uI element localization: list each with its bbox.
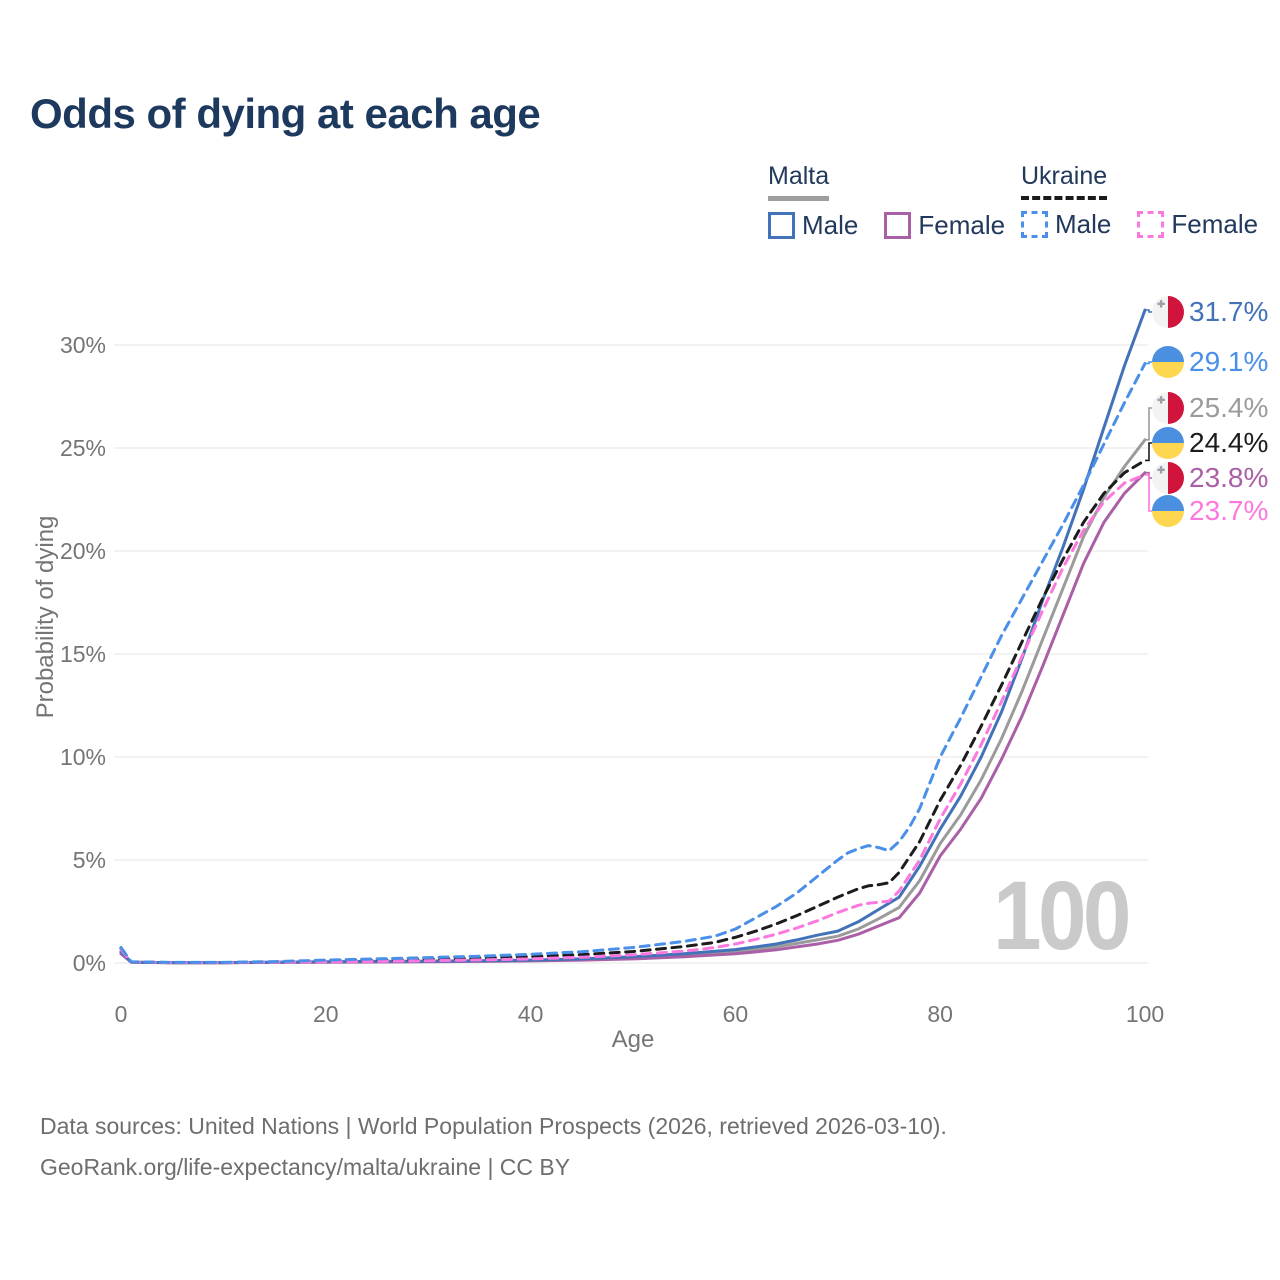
end-value-label-ukraine-female: 23.7%: [1189, 495, 1268, 526]
y-tick-label: 30%: [60, 332, 106, 358]
malta-flag-icon: [1152, 296, 1184, 328]
x-tick-label: 60: [723, 1001, 749, 1027]
label-connector: [1145, 442, 1152, 462]
legend-item-malta-male[interactable]: Male: [768, 210, 858, 241]
ukraine-female-swatch-icon: [1137, 211, 1165, 238]
legend-label-malta-female: Female: [918, 210, 1006, 240]
ukraine-flag-icon: [1152, 346, 1184, 378]
end-value-label-ukraine-both: 24.4%: [1189, 427, 1268, 458]
x-tick-label: 100: [1126, 1001, 1164, 1027]
label-connector: [1145, 407, 1152, 441]
footer-data-sources: Data sources: United Nations | World Pop…: [40, 1113, 947, 1139]
legend-country-malta: Malta: [768, 162, 830, 201]
end-value-label-malta-both: 25.4%: [1189, 392, 1268, 423]
label-connector: [1145, 361, 1152, 365]
page-title: Odds of dying at each age: [30, 90, 541, 137]
x-tick-label: 0: [115, 1001, 128, 1027]
legend-item-ukraine-female[interactable]: Female: [1137, 209, 1258, 240]
ukraine-flag-icon: [1152, 427, 1184, 459]
series-line-malta-male[interactable]: [119, 308, 1147, 965]
y-tick-label: 15%: [60, 641, 106, 667]
series-line-ukraine-both[interactable]: [119, 458, 1147, 965]
series-line-malta-both[interactable]: [119, 438, 1147, 965]
legend-item-ukraine-male[interactable]: Male: [1021, 209, 1111, 240]
footer: Data sources: United Nations | World Pop…: [40, 1106, 947, 1188]
malta-female-swatch-icon: [884, 212, 912, 239]
x-tick-label: 20: [313, 1001, 339, 1027]
series-line-ukraine-male[interactable]: [119, 362, 1147, 964]
label-connector: [1145, 309, 1152, 313]
end-value-label-ukraine-male: 29.1%: [1189, 346, 1268, 377]
legend-row-ukraine: Male Female: [1021, 209, 1258, 240]
end-value-label-malta-female: 23.8%: [1189, 462, 1268, 493]
legend-label-ukraine-female: Female: [1171, 209, 1259, 239]
y-tick-label: 20%: [60, 538, 106, 564]
end-value-label-malta-male: 31.7%: [1189, 296, 1268, 327]
y-tick-label: 25%: [60, 435, 106, 461]
legend-label-malta-male: Male: [802, 210, 859, 240]
y-tick-label: 10%: [60, 744, 106, 770]
legend-group-malta: Malta Male Female: [768, 162, 1005, 241]
malta-flag-icon: [1152, 392, 1184, 424]
y-tick-label: 5%: [73, 847, 106, 873]
series-line-ukraine-female[interactable]: [119, 473, 1147, 965]
legend-item-malta-female[interactable]: Female: [884, 210, 1005, 241]
x-tick-label: 40: [518, 1001, 544, 1027]
x-axis-title: Age: [611, 1026, 655, 1053]
x-tick-label: 80: [927, 1001, 953, 1027]
legend-row-malta: Male Female: [768, 210, 1005, 241]
footer-attribution: GeoRank.org/life-expectancy/malta/ukrain…: [40, 1154, 571, 1180]
legend-label-ukraine-male: Male: [1055, 209, 1112, 239]
y-tick-label: 0%: [73, 950, 106, 976]
malta-flag-icon: [1152, 462, 1184, 494]
ukraine-male-swatch-icon: [1021, 211, 1048, 238]
legend-country-ukraine: Ukraine: [1021, 162, 1108, 200]
malta-male-swatch-icon: [768, 212, 795, 239]
series-line-malta-female[interactable]: [119, 471, 1147, 965]
ukraine-flag-icon: [1152, 495, 1184, 527]
label-connector: [1145, 474, 1152, 512]
legend-group-ukraine: Ukraine Male Female: [1021, 162, 1258, 240]
